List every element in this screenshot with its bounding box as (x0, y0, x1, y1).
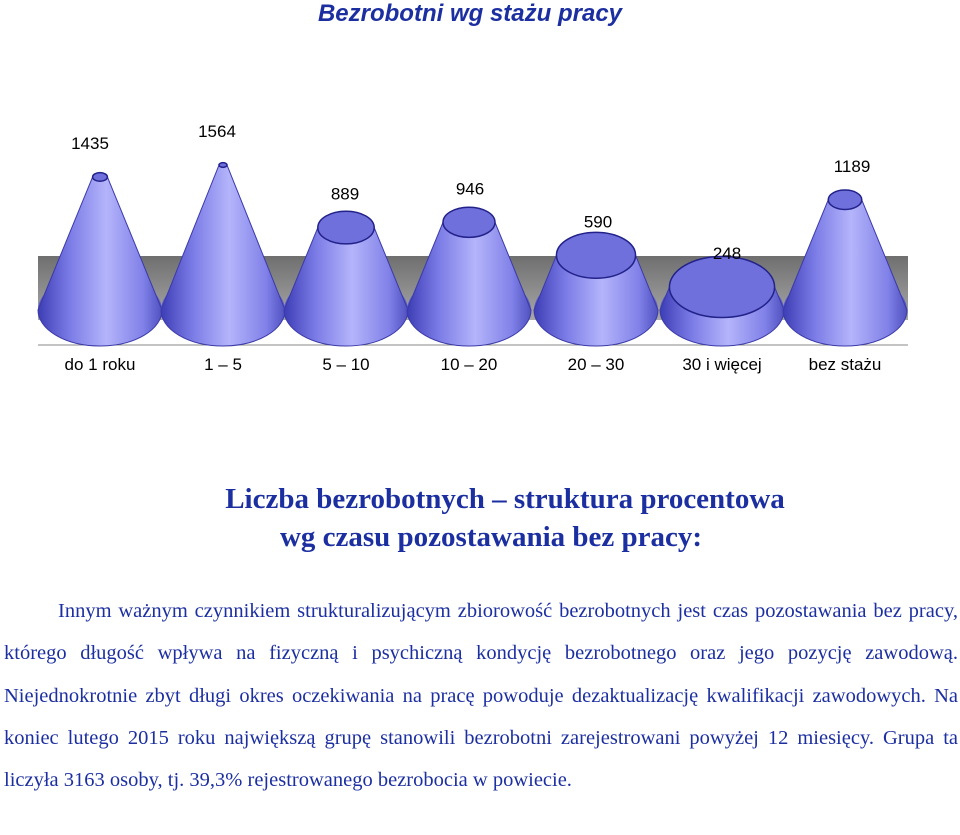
body-paragraph: Innym ważnym czynnikiem strukturalizując… (4, 600, 958, 792)
cone-top (668, 255, 776, 319)
category-label: bez stażu (809, 355, 882, 374)
value-label: 248 (713, 244, 741, 263)
cone-bar (659, 255, 785, 347)
chart-title: Bezrobotni wg stażu pracy (317, 0, 623, 27)
value-label: 590 (584, 212, 612, 231)
cone-chart: 1435 do 1 roku 1564 1 – 5 889 5 – 10 946 10 – 2… (37, 122, 908, 374)
cone-bar (37, 171, 163, 347)
cone-bar (283, 210, 409, 347)
category-label: 30 i więcej (682, 355, 761, 374)
cone-bar (406, 206, 532, 347)
heading-line-2: wg czasu pozostawania bez pracy: (279, 521, 703, 553)
category-label: 10 – 20 (441, 355, 498, 374)
category-label: 5 – 10 (322, 355, 369, 374)
category-label: do 1 roku (65, 355, 136, 374)
cone-body (160, 162, 286, 347)
cone-top (555, 231, 637, 279)
cone-top (218, 161, 228, 169)
cone-top (317, 210, 375, 245)
cone-body (782, 189, 908, 347)
cone-bar (782, 189, 908, 347)
value-label: 946 (456, 179, 484, 198)
category-label: 20 – 30 (568, 355, 625, 374)
section-heading: Liczba bezrobotnych – struktura procento… (0, 480, 960, 556)
value-label: 889 (331, 185, 359, 204)
value-label: 1435 (71, 134, 109, 153)
value-label: 1564 (198, 122, 236, 141)
cone-top (827, 189, 863, 211)
category-label: 1 – 5 (204, 355, 242, 374)
heading-line-1: Liczba bezrobotnych – struktura procento… (225, 483, 785, 515)
cone-top (91, 171, 109, 182)
cone-bar (533, 231, 659, 347)
cone-top (442, 206, 496, 239)
cone-bar (160, 161, 286, 347)
value-label: 1189 (834, 157, 871, 176)
